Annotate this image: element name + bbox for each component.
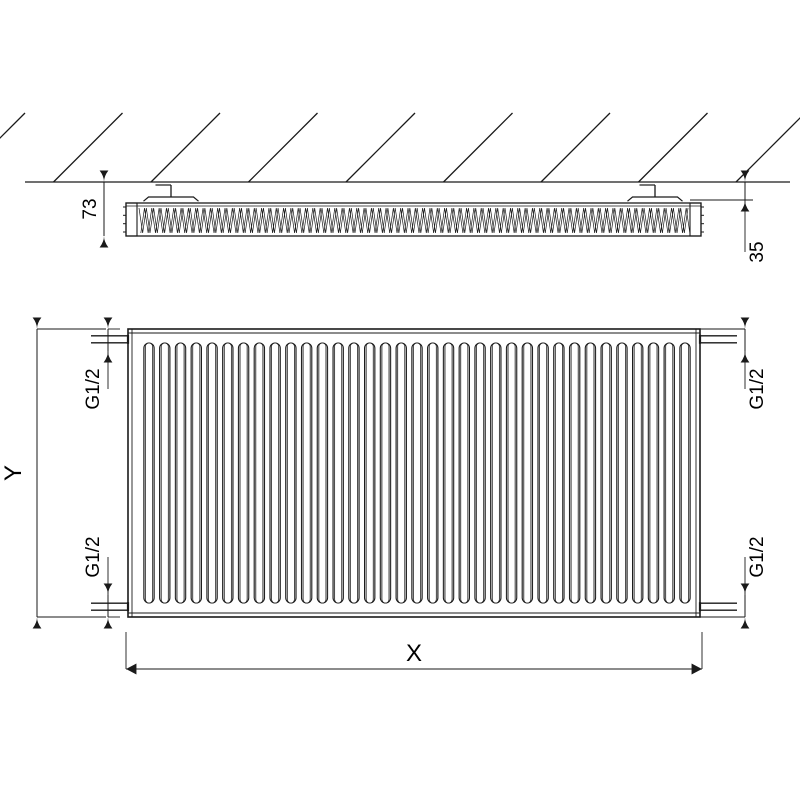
svg-text:G1/2: G1/2 [747, 368, 768, 409]
svg-text:G1/2: G1/2 [83, 368, 104, 409]
svg-text:Y: Y [0, 465, 27, 481]
svg-text:73: 73 [80, 198, 101, 219]
svg-text:35: 35 [747, 241, 768, 262]
svg-text:X: X [406, 640, 422, 667]
svg-text:G1/2: G1/2 [747, 536, 768, 577]
svg-text:G1/2: G1/2 [83, 536, 104, 577]
